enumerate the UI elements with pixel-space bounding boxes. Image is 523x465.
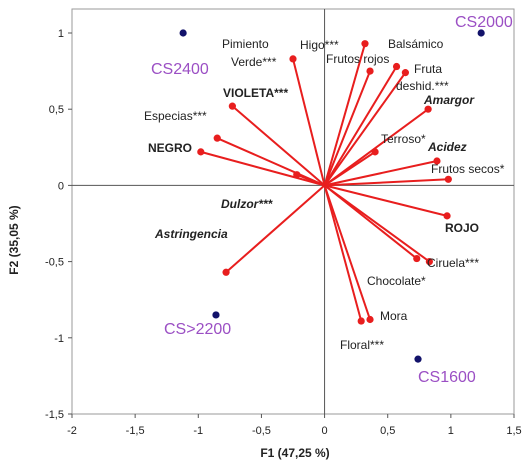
x-tick-label: -0,5 <box>252 425 271 437</box>
x-tick-labels: -2 -1,5 -1 -0,5 0 0,5 1 1,5 <box>67 414 522 437</box>
variable-label-ciruela: Ciruela*** <box>427 256 479 270</box>
variable-label-bals-mico: Balsámico <box>388 37 444 51</box>
variable-label-frutos-rojos: Frutos rojos <box>326 52 389 66</box>
y-axis-title: F2 (35,05 %) <box>7 205 21 274</box>
vector-acidez <box>324 160 438 187</box>
variable-point-negro <box>197 148 205 156</box>
y-tick-label: -0,5 <box>45 257 64 269</box>
variable-label-verde: Verde*** <box>231 55 277 69</box>
variable-label-violeta: VIOLETA*** <box>223 86 288 100</box>
variable-point-astringencia <box>222 268 230 276</box>
y-tick-label: 0 <box>58 180 64 192</box>
vector-bals-mico <box>323 66 398 186</box>
x-tick-label: -2 <box>67 425 77 437</box>
variable-point-rojo <box>443 212 451 220</box>
variable-label-floral: Floral*** <box>340 338 384 352</box>
observation-label-cs2400: CS2400 <box>151 61 209 78</box>
variable-point-violeta <box>228 102 236 110</box>
x-tick-label: -1 <box>193 425 203 437</box>
plot-area-border <box>71 8 515 415</box>
y-tick-labels: -1,5 -1 -0,5 0 0,5 1 <box>45 28 72 421</box>
observation-label-cs-2200: CS>2200 <box>164 321 231 338</box>
variable-label-astringencia: Astringencia <box>154 227 228 241</box>
observation-points <box>179 29 485 363</box>
variable-label-negro: NEGRO <box>148 141 192 155</box>
vector-astringencia <box>225 184 326 274</box>
variable-point-especias <box>213 134 221 142</box>
variable-label-chocolate: Chocolate* <box>367 274 426 288</box>
variable-label-pimiento: Pimiento <box>222 37 269 51</box>
variable-point-chocolate <box>413 254 421 263</box>
axes <box>72 9 514 414</box>
x-tick-label: 0,5 <box>380 425 395 437</box>
variable-label-deshid: deshid.*** <box>396 79 449 93</box>
variable-point-terroso <box>371 148 379 156</box>
vector-dulzor <box>296 173 325 187</box>
observation-point-cs-2200 <box>212 311 220 319</box>
variable-point-mora <box>366 315 374 324</box>
observation-point-cs2000 <box>477 29 485 37</box>
variable-label-terroso: Terroso* <box>381 132 426 146</box>
y-tick-label: 0,5 <box>49 104 64 116</box>
vector-violeta <box>231 105 326 187</box>
variable-label-higo: Higo*** <box>300 38 339 52</box>
variable-point-floral <box>357 317 365 325</box>
variable-point-higo <box>361 40 369 48</box>
variable-label-rojo: ROJO <box>445 221 479 235</box>
variable-label-dulzor: Dulzor*** <box>221 197 274 211</box>
variable-label-fruta: Fruta <box>414 62 442 76</box>
variable-label-frutos-secos: Frutos secos* <box>431 162 505 176</box>
variable-label-especias: Especias*** <box>144 109 207 123</box>
x-tick-label: 1 <box>448 425 454 437</box>
vector-chocolate <box>323 184 418 260</box>
observation-point-cs2400 <box>179 29 187 37</box>
observation-label-cs1600: CS1600 <box>418 369 476 386</box>
variable-point-frutos-secos <box>444 175 452 183</box>
vector-pimiento <box>292 58 326 186</box>
variable-point-fruta <box>401 69 409 77</box>
labels-layer: Pimiento Verde*** Higo***Frutos rojosBalsá… <box>144 14 513 386</box>
variable-label-acidez: Acidez <box>427 140 467 154</box>
x-tick-label: 1,5 <box>506 425 521 437</box>
vector-negro <box>200 150 325 187</box>
variable-label-amargor: Amargor <box>423 93 475 107</box>
variable-point-frutos-rojos <box>366 67 374 75</box>
variable-point-dulzor <box>293 171 301 179</box>
variable-points <box>197 40 452 325</box>
observation-point-cs1600 <box>414 355 422 363</box>
x-axis-title: F1 (47,25 %) <box>260 446 329 460</box>
vector-amargor <box>323 108 429 187</box>
vector-frutos-rojos <box>323 70 371 186</box>
variable-point-acidez <box>433 157 441 165</box>
vector-higo <box>323 43 366 186</box>
vector-mora <box>323 185 371 320</box>
y-tick-label: -1 <box>54 333 64 345</box>
x-tick-label: -1,5 <box>126 425 145 437</box>
vector-fruta <box>323 72 407 186</box>
vector-frutos-secos <box>324 178 449 187</box>
variable-label-mora: Mora <box>380 309 408 323</box>
variable-vectors <box>200 43 449 322</box>
vector-terroso <box>324 151 376 187</box>
y-tick-label: 1 <box>58 28 64 40</box>
observation-label-cs2000: CS2000 <box>455 14 513 31</box>
variable-point-pimiento <box>289 55 297 63</box>
variable-point-ciruela <box>425 258 433 266</box>
vector-rojo <box>324 184 448 217</box>
variable-point-amargor <box>424 105 432 113</box>
x-tick-label: 0 <box>322 425 328 437</box>
vector-floral <box>323 185 363 322</box>
variable-point-bals-mico <box>392 62 401 71</box>
y-tick-label: -1,5 <box>45 409 64 421</box>
